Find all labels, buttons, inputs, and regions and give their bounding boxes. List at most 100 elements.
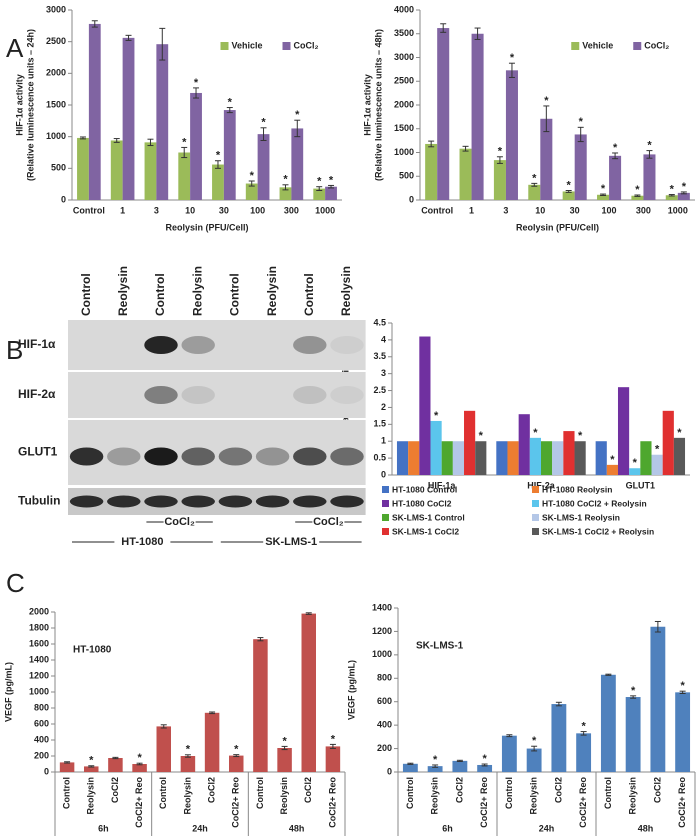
significance-marker: * [579, 116, 584, 128]
significance-marker: * [647, 140, 652, 152]
panel-label: C [6, 568, 25, 598]
error-bar [407, 762, 414, 765]
error-bar [555, 701, 562, 707]
blot-band [330, 386, 364, 404]
bar [253, 639, 268, 772]
lane-label: Reolysin [265, 266, 279, 316]
significance-marker: * [329, 174, 334, 186]
x-axis-label: Reolysin (PFU/Cell) [165, 222, 248, 232]
bar [552, 441, 564, 475]
bar [563, 431, 575, 475]
error-bar [508, 62, 515, 78]
error-bar [125, 34, 132, 41]
blot-band [255, 447, 290, 466]
error-bar [481, 763, 488, 767]
blot-strip [68, 372, 366, 418]
x-tick-label: Reolysin [430, 777, 440, 815]
x-tick-label: 1000 [668, 205, 688, 215]
significance-marker: * [479, 430, 484, 442]
y-tick-label: 1000 [29, 686, 49, 696]
bar [452, 441, 465, 475]
bar [576, 733, 592, 772]
blot-band [144, 386, 178, 404]
blot-strip [68, 320, 366, 370]
bar [245, 183, 258, 200]
significance-marker: * [434, 410, 439, 422]
group-label: 48h [289, 823, 305, 833]
row-label: GLUT1 [18, 445, 58, 459]
y-tick-label: 0 [409, 194, 414, 204]
error-bar [248, 180, 255, 187]
error-bar [474, 27, 481, 40]
bar [665, 195, 678, 200]
chart-annotation: HT-1080 [73, 645, 112, 656]
x-tick-label: 100 [250, 205, 265, 215]
y-tick-label: 1000 [394, 147, 414, 157]
bar [600, 674, 616, 772]
error-bar [214, 160, 221, 169]
bar [325, 186, 337, 200]
lane-label: Control [153, 273, 167, 316]
y-axis-label: VEGF (pg/mL) [3, 662, 13, 722]
x-tick-label: 30 [219, 205, 229, 215]
significance-marker: * [610, 454, 615, 466]
error-bar [193, 87, 200, 99]
significance-marker: * [433, 754, 438, 766]
legend-swatch [220, 42, 229, 50]
significance-marker: * [631, 685, 636, 697]
bar [606, 464, 618, 475]
blot-band [144, 336, 178, 354]
x-tick-label: CoCl2+ Reo [231, 777, 241, 828]
y-tick-label: 2500 [46, 36, 66, 46]
x-tick-label: CoCl2+ Reo [134, 777, 144, 828]
significance-marker: * [228, 96, 233, 108]
bar [313, 188, 326, 200]
legend-label: Vehicle [232, 40, 263, 50]
x-tick-label: 100 [602, 205, 617, 215]
error-bar [316, 186, 323, 191]
blot-band [144, 447, 178, 466]
bar [419, 336, 431, 475]
significance-marker: * [194, 77, 199, 89]
significance-marker: * [601, 183, 606, 195]
y-tick-label: 3 [381, 368, 386, 378]
error-bar [329, 743, 336, 749]
significance-marker: * [216, 150, 221, 162]
y-tick-label: 200 [34, 750, 49, 760]
bar [541, 441, 553, 475]
blot-band [218, 447, 253, 466]
bar [650, 626, 666, 772]
x-tick-label: Reolysin [529, 777, 539, 815]
error-bar [612, 152, 619, 160]
significance-marker: * [581, 720, 586, 732]
y-tick-label: 1200 [29, 670, 49, 680]
bar [475, 441, 487, 475]
bar [132, 764, 147, 772]
bar [408, 441, 420, 475]
error-bar [428, 140, 435, 148]
significance-marker: * [670, 183, 675, 195]
legend-swatch [532, 486, 539, 493]
group-label: 48h [638, 823, 654, 833]
significance-marker: * [567, 179, 572, 191]
error-bar [305, 612, 312, 615]
error-bar [328, 184, 335, 189]
legend-swatch [633, 42, 642, 50]
y-tick-label: 4000 [394, 4, 414, 14]
y-tick-label: 4 [381, 334, 386, 344]
y-axis-label: HIF-1α activity [14, 74, 24, 136]
y-tick-label: 0 [44, 766, 49, 776]
error-bar [654, 620, 661, 633]
legend-label: CoCl₂ [294, 40, 319, 50]
bar [675, 692, 691, 772]
error-bar [543, 105, 550, 133]
bar [471, 33, 484, 200]
y-tick-label: 4.5 [373, 317, 386, 327]
blot-band [69, 495, 104, 508]
legend-swatch [382, 514, 389, 521]
significance-marker: * [498, 146, 503, 158]
legend-label: HT-1080 CoCl2 [392, 498, 452, 508]
x-tick-label: 1 [120, 205, 125, 215]
row-label: HIF-1α [18, 337, 56, 351]
x-tick-label: Reolysin [182, 777, 192, 815]
